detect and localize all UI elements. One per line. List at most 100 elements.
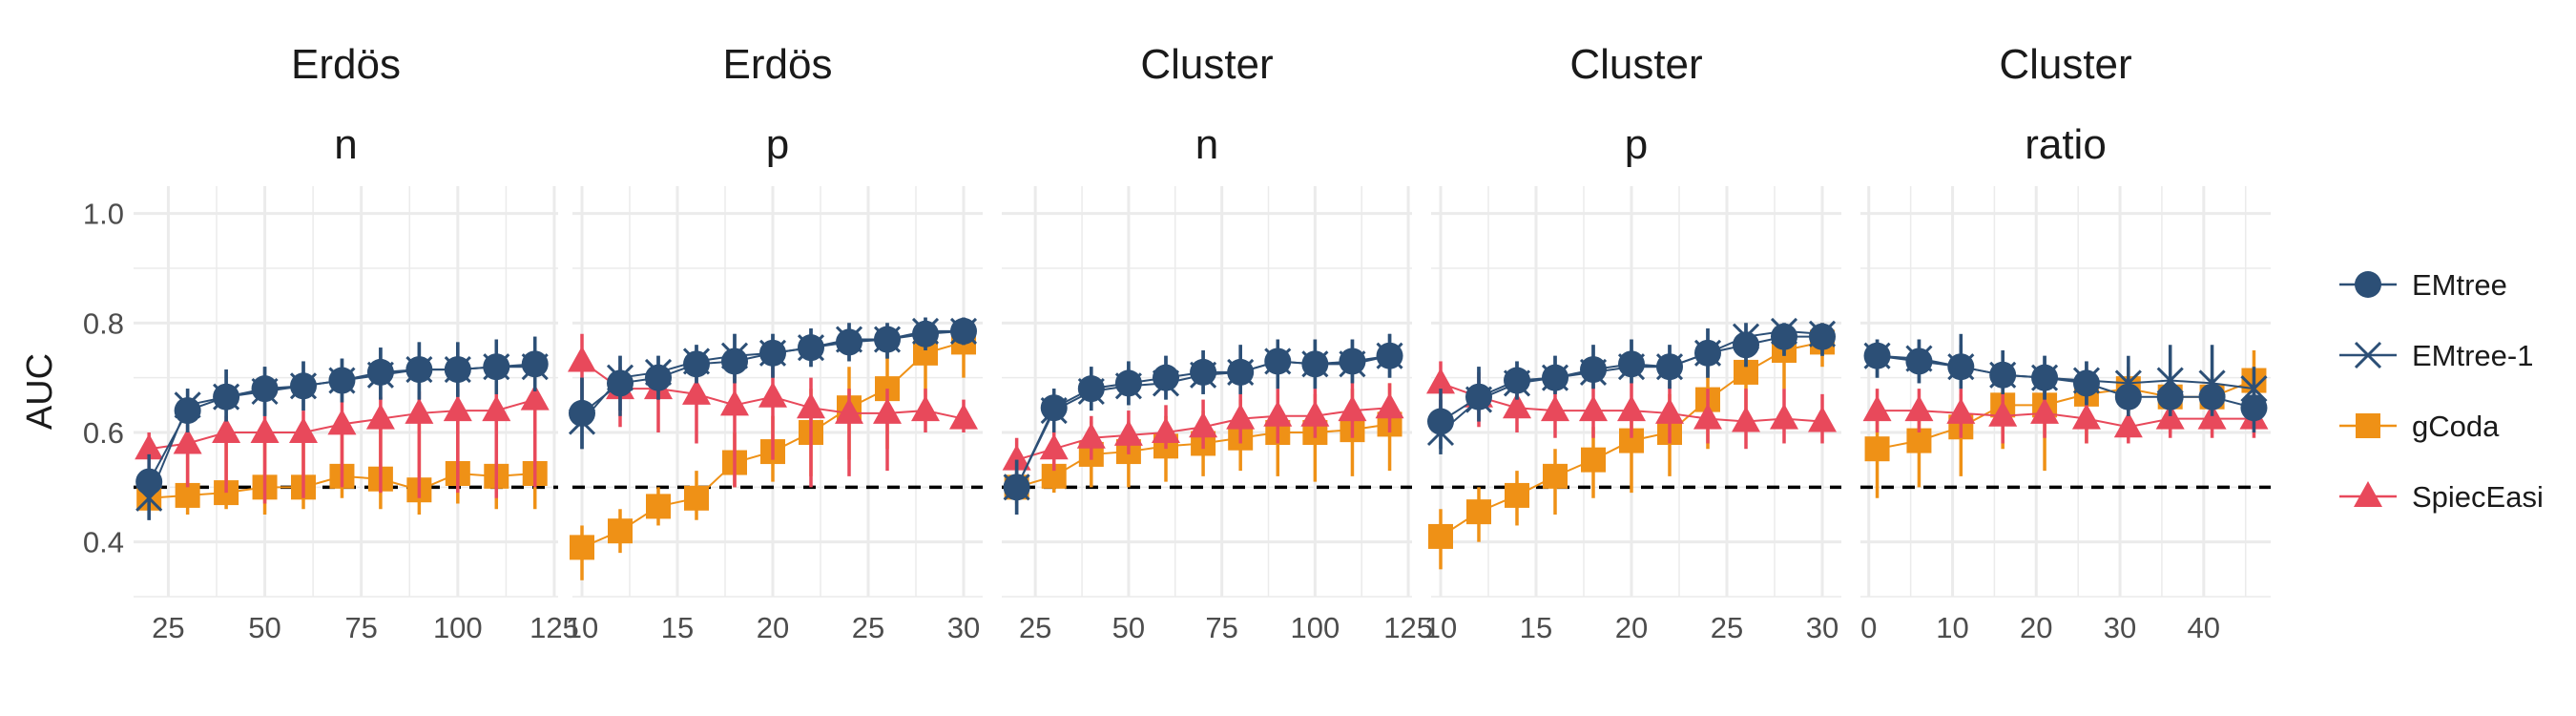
data-point — [607, 369, 634, 397]
y-axis: 0.4 0.6 0.8 1.0 — [83, 198, 124, 559]
series-spieceasi — [135, 377, 550, 504]
data-point — [1426, 368, 1455, 394]
x-tick-label: 30 — [947, 611, 980, 644]
x-tick-label: 100 — [433, 611, 483, 644]
x-tick-label: 125 — [530, 611, 579, 644]
data-point — [520, 384, 550, 411]
x-tick-label: 100 — [1290, 611, 1340, 644]
data-point — [1581, 447, 1606, 473]
panel-1: Erdös n 25 50 75 100 125 — [134, 41, 579, 644]
data-point — [365, 403, 395, 430]
data-point — [1153, 364, 1179, 391]
legend-label: gCoda — [2412, 410, 2500, 443]
x-tick-label: 15 — [1520, 611, 1552, 644]
data-point — [1693, 403, 1722, 430]
panel-5: Cluster ratio 0 10 20 30 40 — [1860, 41, 2271, 644]
data-point — [646, 494, 671, 519]
series-spieceasi — [568, 333, 978, 488]
legend: EMtree EMtree-1 gCoda SpiecEasi — [2339, 268, 2544, 514]
data-point — [798, 334, 824, 362]
data-point — [1541, 395, 1569, 422]
strip-label: Cluster — [1140, 41, 1273, 88]
strip-label: n — [334, 121, 357, 168]
legend-item-gcoda: gCoda — [2339, 410, 2500, 443]
series-emtree — [569, 317, 977, 450]
legend-item-emtree-1: EMtree-1 — [2339, 339, 2533, 372]
data-point — [135, 433, 164, 460]
data-point — [1905, 347, 1933, 375]
data-point — [1579, 395, 1608, 422]
x-tick-label: 75 — [344, 611, 377, 644]
series-emtree — [135, 336, 549, 520]
data-point — [2071, 403, 2101, 430]
data-point — [483, 353, 510, 381]
strip-label: Erdös — [291, 41, 401, 88]
data-point — [1694, 339, 1721, 367]
data-point — [366, 358, 394, 386]
data-point — [1732, 406, 1760, 432]
data-point — [1338, 395, 1367, 422]
legend-label: SpiecEasi — [2412, 480, 2544, 514]
data-point — [1580, 356, 1607, 384]
data-point — [289, 417, 318, 443]
data-point — [1003, 474, 1030, 501]
data-point — [836, 328, 862, 356]
x-tick-label: 40 — [2188, 611, 2220, 644]
legend-key-marker — [2355, 271, 2381, 298]
data-point — [290, 372, 317, 400]
data-point — [1809, 323, 1836, 350]
strip-label: p — [1625, 121, 1648, 168]
data-point — [568, 346, 596, 372]
data-point — [1656, 353, 1683, 381]
data-point — [174, 397, 201, 425]
x-tick-label: 10 — [566, 611, 598, 644]
data-point — [1988, 400, 2018, 427]
data-point — [173, 428, 202, 454]
data-point — [327, 409, 357, 435]
data-point — [213, 383, 240, 411]
data-point — [1300, 400, 1330, 427]
x-tick-label: 30 — [1806, 611, 1839, 644]
strip-label: Cluster — [1999, 41, 2131, 88]
data-point — [1503, 392, 1531, 419]
legend-label: EMtree-1 — [2412, 339, 2533, 372]
data-point — [911, 395, 940, 422]
data-point — [1505, 482, 1529, 508]
data-point — [720, 390, 749, 416]
series-emtree — [1003, 333, 1403, 515]
data-point — [1989, 361, 2017, 389]
x-tick-label: 15 — [661, 611, 694, 644]
data-point — [835, 397, 863, 424]
data-point — [1002, 444, 1031, 471]
x-tick-label: 25 — [1019, 611, 1051, 644]
data-point — [1465, 383, 1492, 411]
data-point — [1263, 400, 1293, 427]
y-tick-label: 0.6 — [83, 416, 124, 450]
strip-label: ratio — [2025, 121, 2107, 168]
x-tick-label: 25 — [152, 611, 184, 644]
data-point — [405, 397, 434, 424]
data-point — [758, 381, 787, 408]
data-point — [250, 417, 280, 443]
data-point — [212, 417, 241, 443]
panel-2: Erdös p 10 15 20 25 30 — [566, 41, 983, 644]
gridlines — [1002, 186, 1412, 598]
data-point — [1427, 408, 1454, 435]
data-point — [569, 399, 595, 427]
data-point — [1863, 342, 1891, 369]
data-point — [874, 326, 901, 353]
data-point — [1733, 331, 1759, 359]
data-point — [1543, 463, 1568, 489]
y-tick-label: 0.8 — [83, 306, 124, 340]
series-line — [1877, 379, 2254, 451]
data-point — [1113, 419, 1143, 446]
data-point — [1946, 397, 1976, 424]
data-point — [482, 395, 511, 422]
legend-key-marker — [2354, 481, 2382, 507]
strip-label: p — [766, 121, 789, 168]
data-point — [135, 468, 163, 495]
data-point — [2197, 403, 2227, 430]
series-emtree — [1863, 339, 2268, 432]
data-point — [1655, 397, 1684, 424]
data-point — [521, 350, 549, 378]
